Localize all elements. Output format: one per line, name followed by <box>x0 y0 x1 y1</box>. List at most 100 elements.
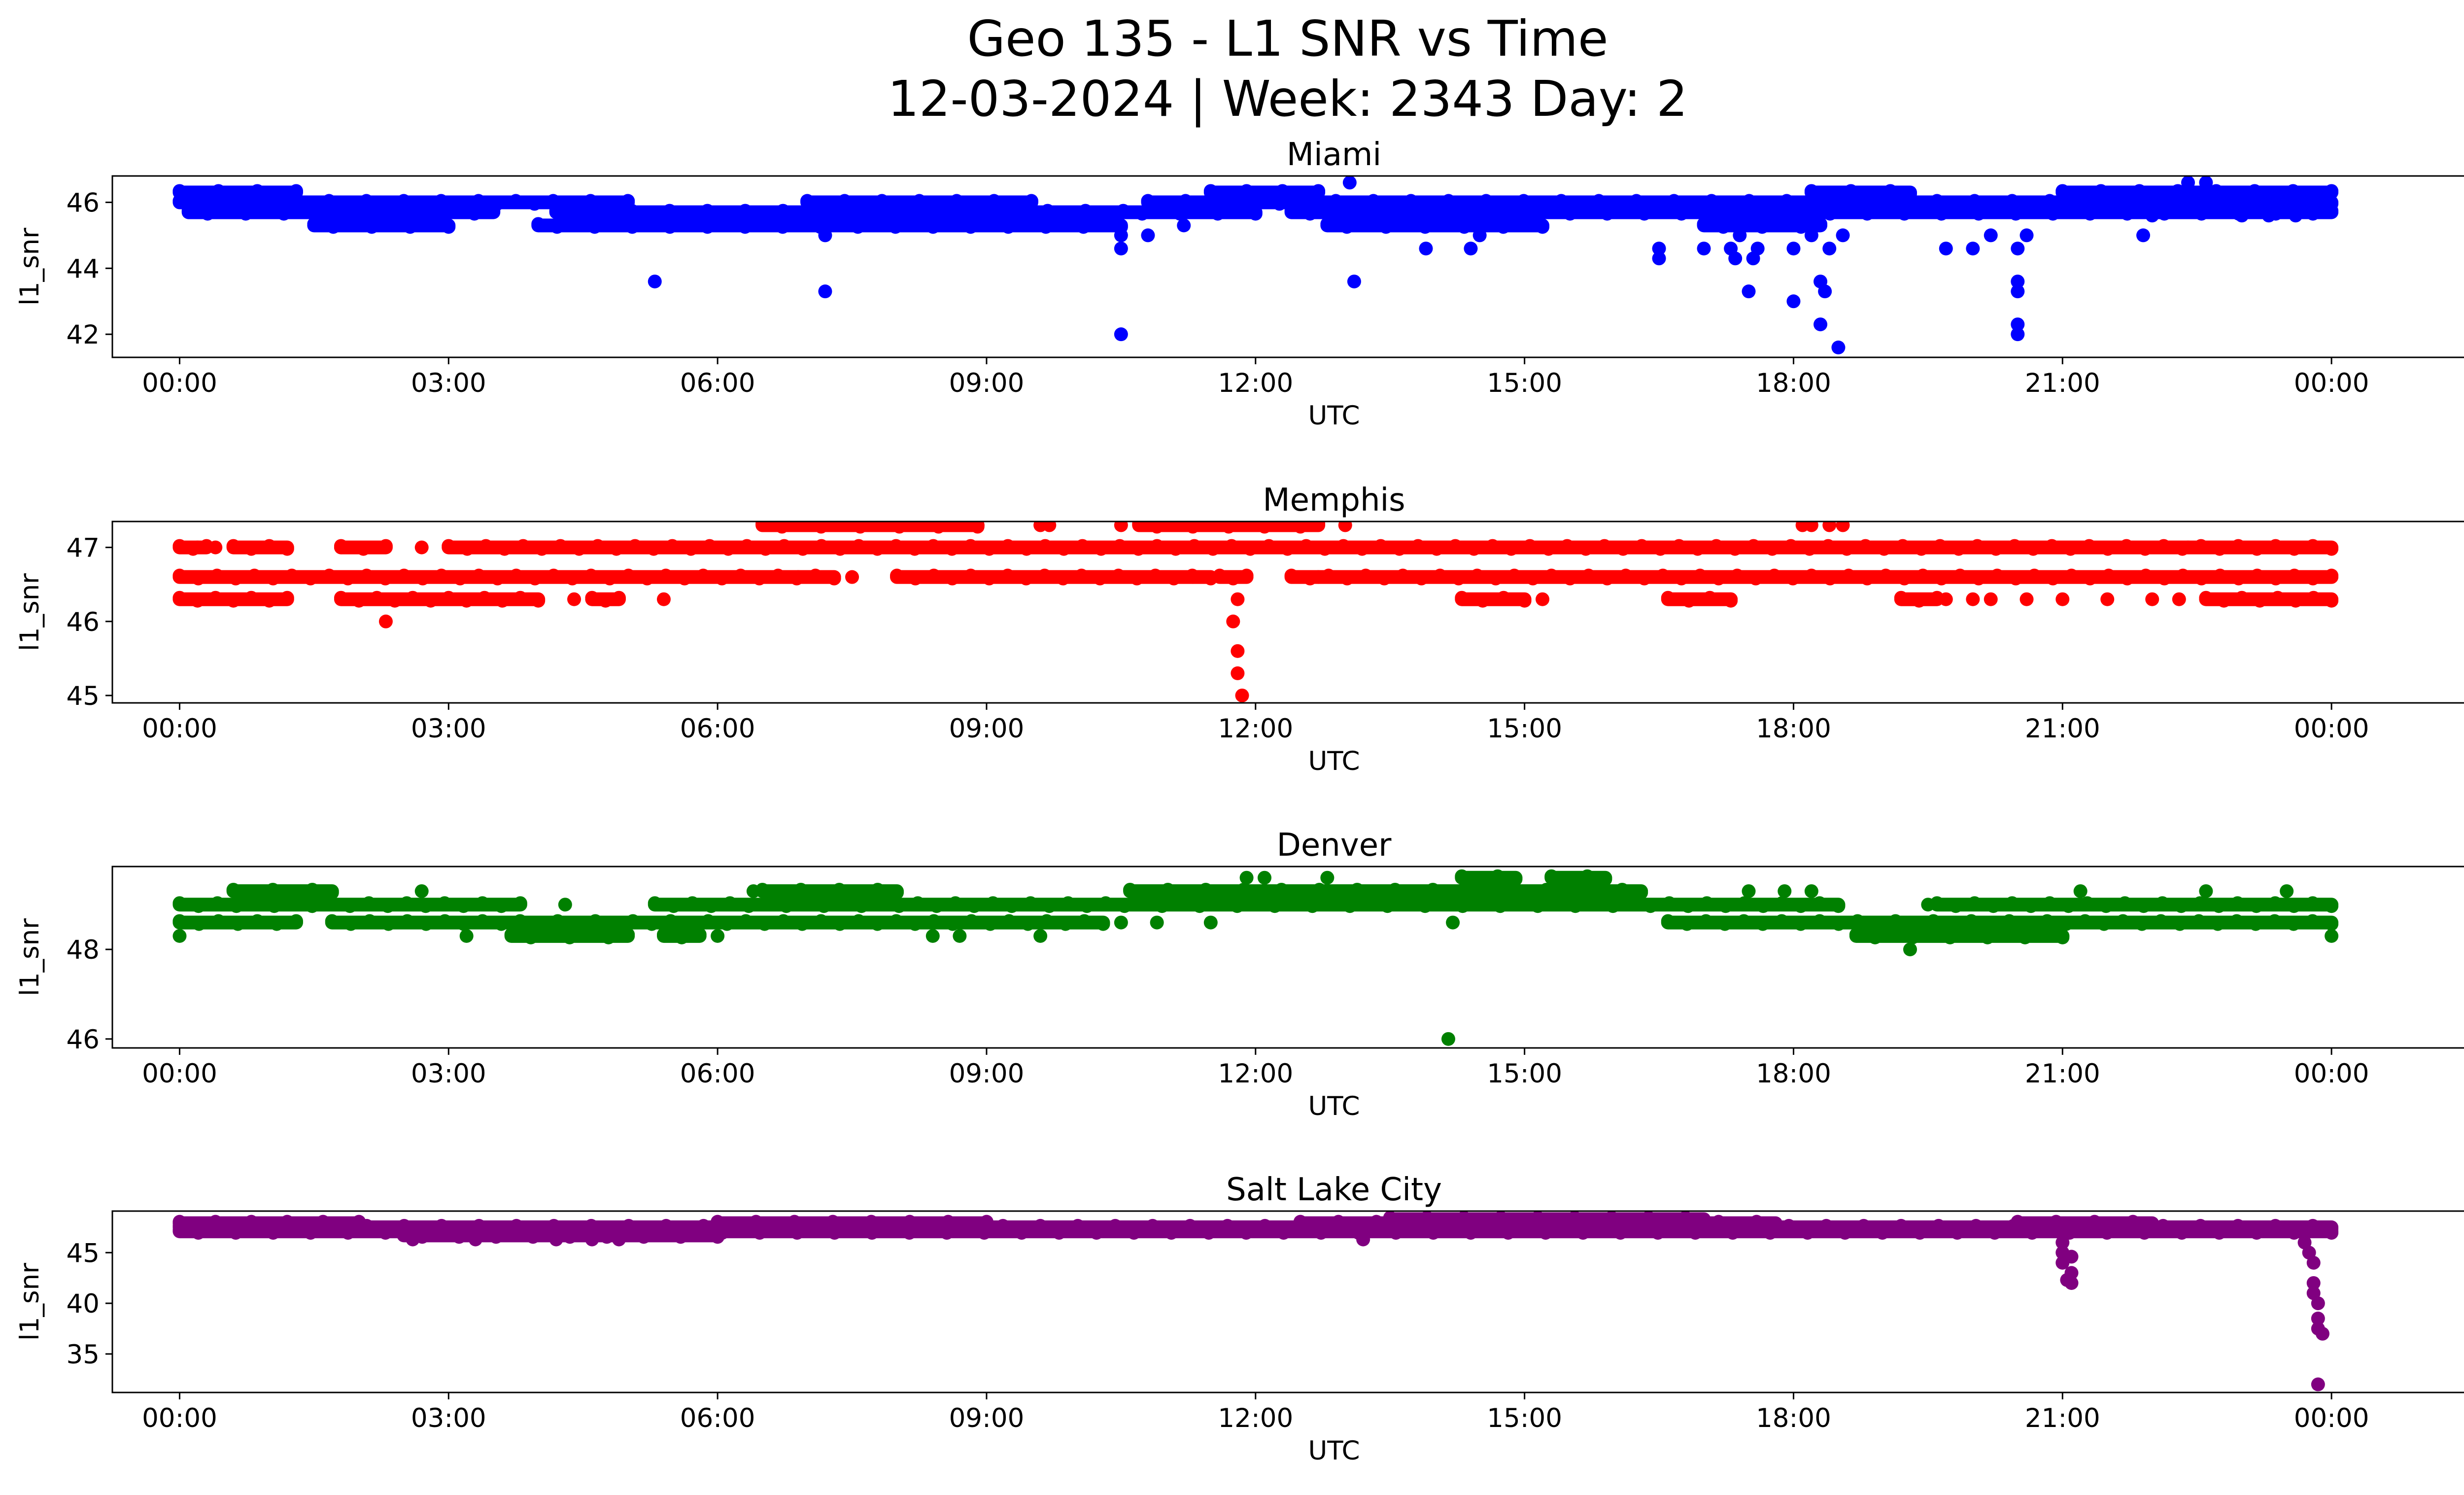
data-point <box>1742 194 1756 208</box>
data-point <box>587 220 602 234</box>
data-point <box>1123 882 1137 897</box>
data-point <box>211 914 226 928</box>
data-point <box>1635 539 1649 553</box>
data-point <box>478 591 492 605</box>
data-point <box>248 896 263 910</box>
data-point <box>945 542 959 556</box>
data-point <box>740 539 754 553</box>
data-point <box>1340 220 1354 234</box>
data-point <box>2306 194 2320 208</box>
data-point <box>1818 284 1832 299</box>
data-point <box>601 930 616 944</box>
data-point <box>1592 194 1606 208</box>
data-point <box>1697 242 1711 256</box>
data-point <box>851 220 865 234</box>
data-point <box>1058 217 1072 231</box>
data-point <box>1700 896 1714 910</box>
data-point <box>889 914 903 928</box>
data-point <box>378 1226 393 1240</box>
data-point <box>2099 899 2113 913</box>
data-point <box>1964 914 1979 928</box>
data-point <box>684 542 698 556</box>
data-point <box>1293 522 1307 534</box>
data-point <box>1076 220 1091 234</box>
data-point <box>1688 1226 1703 1240</box>
data-point <box>1804 522 1818 532</box>
data-point <box>2009 207 2023 221</box>
data-point <box>1629 194 1643 208</box>
data-point <box>2073 884 2088 898</box>
data-point <box>1823 571 1837 586</box>
data-point <box>833 917 847 931</box>
data-point <box>549 204 563 218</box>
data-point <box>2176 204 2190 218</box>
data-point <box>547 568 561 583</box>
data-point <box>1849 927 1863 941</box>
data-point <box>1286 896 1300 910</box>
data-point <box>1886 927 1901 941</box>
data-point <box>1061 896 1075 910</box>
data-point <box>2156 896 2170 910</box>
data-point <box>1926 914 1941 928</box>
y-tick-label: 46 <box>67 188 100 218</box>
data-point <box>2311 1311 2325 1325</box>
data-point <box>1455 591 1469 605</box>
data-point <box>757 917 772 931</box>
data-point <box>1693 204 1707 218</box>
data-point <box>2119 1223 2133 1237</box>
data-point <box>1142 885 1156 900</box>
data-point <box>1267 899 1282 913</box>
data-point <box>644 207 658 221</box>
data-point <box>1114 915 1128 930</box>
y-tick-label: 47 <box>67 533 100 563</box>
data-point <box>1094 542 1108 556</box>
data-point <box>775 522 789 534</box>
data-point <box>795 917 809 931</box>
data-point <box>229 899 243 913</box>
data-point <box>2055 592 2070 606</box>
data-point <box>655 1227 669 1241</box>
data-point <box>964 914 979 928</box>
data-point <box>479 539 493 553</box>
data-point <box>1786 294 1801 309</box>
data-point <box>1544 204 1559 218</box>
data-point <box>752 571 766 586</box>
data-point <box>1967 194 1982 208</box>
data-point <box>1002 914 1016 928</box>
data-point <box>2268 1223 2283 1237</box>
data-point <box>1284 204 1299 218</box>
data-point <box>927 204 941 218</box>
data-point <box>1129 571 1144 586</box>
data-point <box>771 1223 786 1237</box>
data-point <box>1576 1226 1590 1240</box>
data-point <box>662 204 677 218</box>
data-point <box>1407 885 1421 900</box>
data-point <box>572 542 586 556</box>
data-point <box>678 571 692 586</box>
data-point <box>2011 284 2025 299</box>
data-point <box>1536 592 1550 606</box>
data-point <box>1226 614 1240 628</box>
data-point <box>208 540 223 555</box>
data-point <box>1366 194 1380 208</box>
data-point <box>1135 207 1149 221</box>
data-point <box>1000 568 1015 583</box>
data-point <box>1606 899 1620 913</box>
data-point <box>1336 539 1351 553</box>
data-point <box>1813 896 1827 910</box>
data-point <box>984 207 998 221</box>
data-point <box>472 568 486 583</box>
data-point <box>1945 917 1959 931</box>
data-point <box>1775 217 1789 231</box>
data-point <box>2011 242 2025 256</box>
data-point <box>983 917 997 931</box>
data-point <box>372 204 386 218</box>
data-point <box>2136 228 2151 243</box>
data-point <box>2306 1223 2320 1237</box>
data-point <box>1145 1223 1160 1237</box>
x-tick-label: 21:00 <box>2025 368 2100 398</box>
data-point <box>1504 542 1518 556</box>
data-point <box>1850 914 1865 928</box>
data-point <box>656 592 671 606</box>
